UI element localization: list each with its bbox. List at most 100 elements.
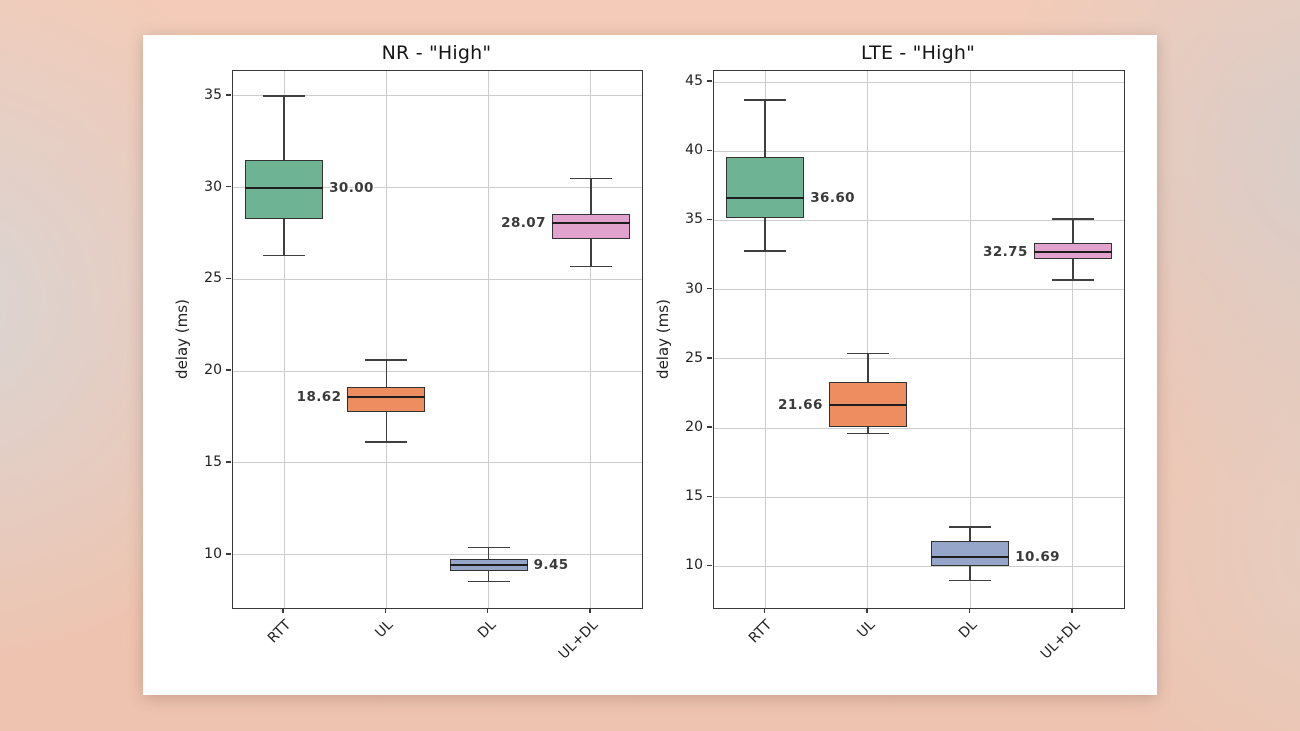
plot-area-lte-high: 36.60 21.66 10.69 32.75 (713, 70, 1125, 609)
h-gridline (233, 462, 642, 464)
v-gridline (283, 71, 285, 608)
whisker-cap-upper (846, 352, 889, 355)
box-RTT (245, 160, 324, 219)
h-gridline (714, 496, 1124, 498)
y-tick-label: 40 (685, 142, 703, 159)
y-tick-mark (226, 369, 231, 371)
y-tick-label: 45 (685, 73, 703, 90)
y-tick-label: 20 (204, 362, 222, 379)
plot-title-lte-high: LTE - "High" (860, 42, 976, 64)
x-tick-label: UL+DL (555, 617, 602, 663)
y-tick-label: 10 (685, 557, 703, 574)
box-UL (347, 386, 426, 412)
v-gridline (590, 71, 592, 608)
whisker-cap-upper (263, 94, 306, 97)
median-line (449, 563, 528, 566)
x-tick-mark (589, 608, 591, 613)
y-tick-mark (707, 80, 712, 82)
median-value-label: 28.07 (501, 215, 546, 231)
v-gridline (867, 71, 869, 608)
x-tick-mark (384, 608, 387, 613)
whisker-cap-upper (569, 177, 612, 180)
y-tick-label: 35 (685, 211, 703, 228)
h-gridline (714, 81, 1124, 83)
v-gridline (385, 71, 387, 608)
y-tick-label: 15 (204, 453, 222, 470)
box-RTT (726, 156, 805, 218)
median-value-label: 36.60 (810, 190, 855, 207)
y-tick-label: 30 (204, 178, 222, 195)
h-gridline (233, 370, 642, 372)
median-value-label: 32.75 (983, 243, 1028, 260)
median-value-label: 9.45 (533, 556, 569, 573)
y-tick-label: 10 (204, 545, 222, 562)
median-line (931, 555, 1010, 558)
whisker-cap-lower (365, 441, 408, 443)
x-tick-mark (763, 608, 765, 613)
plot-title-nr-high: NR - "High" (381, 42, 492, 64)
median-line (828, 404, 907, 407)
y-tick-mark (707, 564, 712, 567)
y-tick-mark (226, 277, 231, 280)
y-tick-mark (707, 495, 712, 498)
y-tick-mark (707, 287, 712, 290)
h-gridline (714, 289, 1124, 291)
median-value-label: 18.62 (296, 388, 342, 405)
x-tick-label: UL+DL (1037, 617, 1084, 663)
y-tick-mark (226, 94, 231, 96)
x-tick-mark (1071, 608, 1073, 613)
h-gridline (233, 187, 642, 189)
y-tick-mark (707, 426, 712, 428)
v-gridline (488, 71, 490, 608)
plot-area-nr-high: 30.00 18.62 9.45 28.07 (232, 70, 643, 609)
whisker-cap-lower (569, 265, 612, 268)
whisker-cap-upper (949, 526, 992, 528)
median-line (1033, 250, 1112, 253)
y-tick-label: 35 (204, 86, 222, 103)
y-tick-mark (226, 553, 231, 555)
median-line (347, 395, 426, 398)
x-tick-mark (282, 608, 284, 613)
x-tick-label: RTT (746, 617, 776, 647)
y-tick-label: 20 (685, 419, 703, 436)
y-tick-mark (226, 185, 231, 188)
x-tick-mark (486, 608, 489, 613)
box-DL (931, 540, 1010, 566)
h-gridline (714, 219, 1124, 221)
x-tick-label: DL (474, 617, 499, 642)
whisker-cap-lower (949, 579, 992, 582)
h-gridline (233, 554, 642, 556)
median-line (726, 197, 805, 200)
y-tick-mark (226, 461, 231, 463)
whisker-cap-lower (744, 250, 787, 252)
whisker-cap-lower (263, 254, 306, 257)
h-gridline (233, 95, 642, 97)
h-gridline (714, 358, 1124, 360)
whisker-cap-upper (467, 546, 510, 549)
y-tick-mark (707, 149, 712, 152)
y-tick-label: 25 (685, 349, 703, 366)
h-gridline (233, 278, 642, 280)
y-tick-label: 30 (685, 280, 703, 297)
whisker-cap-upper (1051, 218, 1094, 220)
median-line (245, 186, 324, 189)
figure-card: NR - "High" delay (ms) 30.00 18.62 9.45 28.… (143, 35, 1157, 695)
x-tick-mark (866, 608, 868, 613)
v-gridline (969, 71, 971, 608)
x-tick-mark (968, 608, 970, 613)
box-UL+DL (551, 214, 630, 239)
y-tick-label: 25 (204, 270, 222, 287)
y-tick-mark (707, 357, 712, 359)
v-gridline (764, 71, 766, 608)
y-axis-label-lte: delay (ms) (654, 298, 672, 379)
x-tick-label: DL (956, 617, 981, 642)
median-value-label: 30.00 (329, 179, 374, 196)
whisker-cap-lower (846, 432, 889, 435)
y-tick-mark (707, 218, 712, 221)
x-tick-label: RTT (265, 617, 295, 647)
h-gridline (714, 150, 1124, 152)
median-value-label: 10.69 (1015, 548, 1060, 565)
x-tick-label: UL (372, 617, 397, 642)
median-line (551, 222, 630, 224)
